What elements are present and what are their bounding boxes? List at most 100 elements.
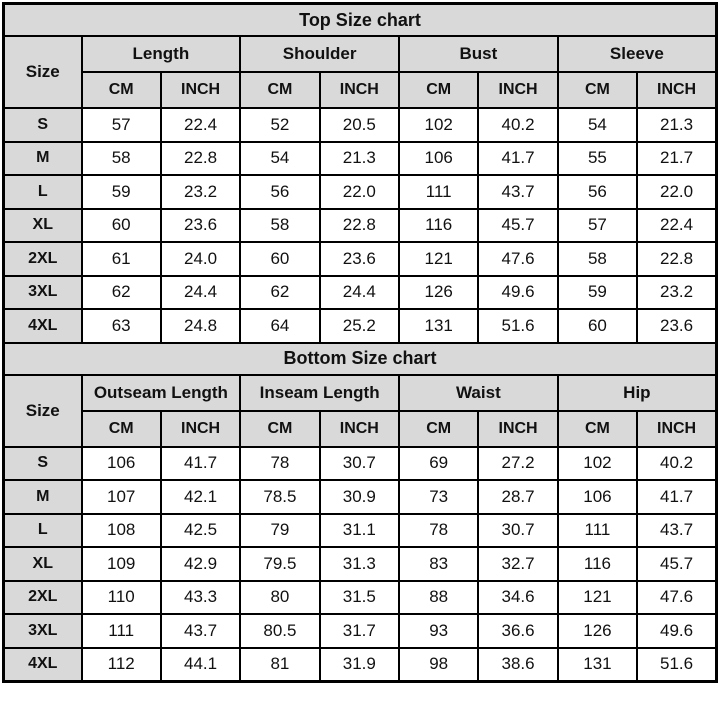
group-header-row: Size Length Shoulder Bust Sleeve — [2, 35, 718, 109]
unit-header-cm: CM — [397, 409, 480, 448]
value-cell: 63 — [80, 308, 162, 344]
value-cell: 79.5 — [239, 546, 321, 582]
value-cell: 56 — [239, 174, 321, 210]
row-size-label: S — [2, 107, 83, 143]
group-header: Outseam Length — [80, 373, 242, 412]
unit-header-cm: CM — [556, 409, 639, 448]
value-cell: 22.8 — [318, 207, 401, 243]
value-cell: 60 — [80, 207, 162, 243]
value-cell: 78 — [397, 512, 480, 548]
unit-header-inch: INCH — [636, 409, 718, 448]
value-cell: 116 — [556, 546, 639, 582]
table-row: M 107 42.1 78.5 30.9 73 28.7 106 41.7 — [2, 479, 718, 515]
value-cell: 43.7 — [159, 613, 242, 649]
unit-header-cm: CM — [239, 409, 321, 448]
table-row: XL 109 42.9 79.5 31.3 83 32.7 116 45.7 — [2, 546, 718, 582]
row-size-label: M — [2, 140, 83, 176]
value-cell: 23.6 — [318, 241, 401, 277]
value-cell: 79 — [239, 512, 321, 548]
value-cell: 31.9 — [318, 646, 401, 683]
value-cell: 45.7 — [636, 546, 718, 582]
value-cell: 22.0 — [636, 174, 718, 210]
value-cell: 44.1 — [159, 646, 242, 683]
unit-header-inch: INCH — [477, 409, 559, 448]
table-row: 2XL 61 24.0 60 23.6 121 47.6 58 22.8 — [2, 241, 718, 277]
value-cell: 40.2 — [477, 107, 559, 143]
unit-header-cm: CM — [80, 409, 162, 448]
row-size-label: 4XL — [2, 646, 83, 683]
table-row: 2XL 110 43.3 80 31.5 88 34.6 121 47.6 — [2, 579, 718, 615]
size-chart-body: Top Size chart Size Length Shoulder Bust Slee… — [2, 2, 718, 683]
row-size-label: L — [2, 512, 83, 548]
value-cell: 58 — [556, 241, 639, 277]
value-cell: 27.2 — [477, 445, 559, 481]
value-cell: 41.7 — [159, 445, 242, 481]
group-header: Bust — [398, 35, 559, 73]
value-cell: 60 — [239, 241, 321, 277]
section-title: Bottom Size chart — [2, 341, 718, 376]
value-cell: 116 — [397, 207, 480, 243]
value-cell: 64 — [239, 308, 321, 344]
value-cell: 121 — [397, 241, 480, 277]
value-cell: 21.7 — [636, 140, 718, 176]
value-cell: 22.0 — [318, 174, 401, 210]
table-row: 4XL 112 44.1 81 31.9 98 38.6 131 51.6 — [2, 646, 718, 683]
value-cell: 41.7 — [636, 479, 718, 515]
value-cell: 80.5 — [239, 613, 321, 649]
row-size-label: 2XL — [2, 241, 83, 277]
group-header: Hip — [556, 373, 718, 412]
value-cell: 58 — [80, 140, 162, 176]
value-cell: 47.6 — [636, 579, 718, 615]
unit-header-inch: INCH — [159, 71, 242, 109]
value-cell: 22.8 — [636, 241, 718, 277]
size-chart-table: Top Size chart Size Length Shoulder Bust Slee… — [2, 2, 718, 683]
value-cell: 110 — [80, 579, 162, 615]
value-cell: 49.6 — [477, 274, 559, 310]
group-header-row: Size Outseam Length Inseam Length Waist Hip — [2, 373, 718, 448]
value-cell: 28.7 — [477, 479, 559, 515]
value-cell: 80 — [239, 579, 321, 615]
value-cell: 43.3 — [159, 579, 242, 615]
value-cell: 57 — [556, 207, 639, 243]
group-header: Length — [80, 35, 242, 73]
value-cell: 106 — [397, 140, 480, 176]
value-cell: 40.2 — [636, 445, 718, 481]
size-column-header: Size — [2, 373, 83, 448]
value-cell: 47.6 — [477, 241, 559, 277]
value-cell: 111 — [397, 174, 480, 210]
value-cell: 126 — [556, 613, 639, 649]
value-cell: 111 — [80, 613, 162, 649]
row-size-label: XL — [2, 207, 83, 243]
value-cell: 52 — [239, 107, 321, 143]
value-cell: 31.5 — [318, 579, 401, 615]
value-cell: 22.8 — [159, 140, 242, 176]
value-cell: 24.0 — [159, 241, 242, 277]
value-cell: 54 — [239, 140, 321, 176]
value-cell: 30.7 — [318, 445, 401, 481]
value-cell: 98 — [397, 646, 480, 683]
table-row: 4XL 63 24.8 64 25.2 131 51.6 60 23.6 — [2, 308, 718, 344]
unit-header-row: CM INCH CM INCH CM INCH CM INCH — [4, 409, 718, 448]
value-cell: 54 — [556, 107, 639, 143]
value-cell: 38.6 — [477, 646, 559, 683]
value-cell: 43.7 — [636, 512, 718, 548]
value-cell: 32.7 — [477, 546, 559, 582]
size-column-header: Size — [2, 35, 83, 109]
value-cell: 61 — [80, 241, 162, 277]
value-cell: 112 — [80, 646, 162, 683]
value-cell: 78.5 — [239, 479, 321, 515]
table-row: S 57 22.4 52 20.5 102 40.2 54 21.3 — [2, 107, 718, 143]
value-cell: 24.4 — [318, 274, 401, 310]
value-cell: 62 — [80, 274, 162, 310]
value-cell: 83 — [397, 546, 480, 582]
value-cell: 30.9 — [318, 479, 401, 515]
value-cell: 131 — [556, 646, 639, 683]
row-size-label: L — [2, 174, 83, 210]
unit-header-cm: CM — [80, 71, 162, 109]
row-size-label: 2XL — [2, 579, 83, 615]
value-cell: 24.8 — [159, 308, 242, 344]
row-size-label: XL — [2, 546, 83, 582]
unit-header-cm: CM — [556, 71, 639, 109]
unit-header-inch: INCH — [477, 71, 559, 109]
value-cell: 121 — [556, 579, 639, 615]
